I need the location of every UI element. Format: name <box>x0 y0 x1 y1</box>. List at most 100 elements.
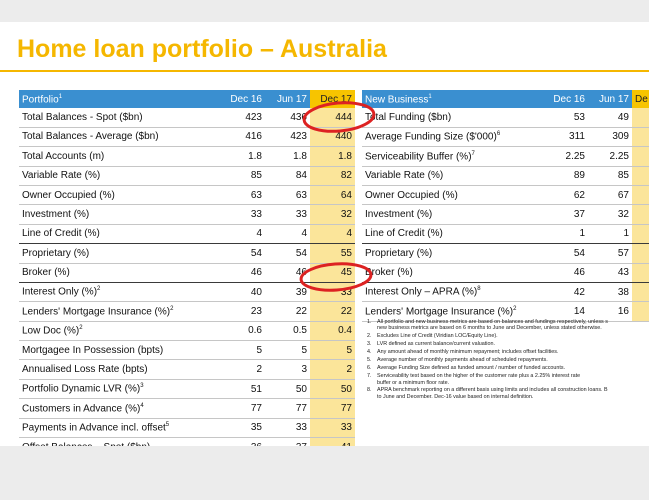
portfolio-value: 63 <box>265 185 310 206</box>
footnote-ref: 2 <box>79 325 83 332</box>
new_business-value: 43 <box>588 263 632 283</box>
portfolio-value: 423 <box>220 108 265 128</box>
footnotes: 1. All portfolio and new business metrics… <box>367 319 649 402</box>
footnote-line: buffer or a minimum floor rate. <box>377 379 450 386</box>
portfolio-value: 37 <box>265 437 310 446</box>
portfolio-row-label: Proprietary (%) <box>19 243 220 264</box>
new-business-header-row: New Business1 Dec 16 Jun 17 De <box>362 90 649 109</box>
row-label-text: Proprietary (%) <box>22 247 90 259</box>
new_business-value: 54 <box>543 243 588 264</box>
portfolio-row: Lenders' Mortgage Insurance (%)2 23 22 22 <box>19 301 355 322</box>
portfolio-value: 45 <box>310 263 355 283</box>
portfolio-value: 22 <box>310 301 355 322</box>
portfolio-value: 33 <box>265 204 310 225</box>
portfolio-row-label: Customers in Advance (%)4 <box>19 398 220 419</box>
portfolio-row: Owner Occupied (%) 63 63 64 <box>19 185 355 206</box>
footnote-number: 7. <box>367 373 372 380</box>
new_business-value <box>632 224 649 245</box>
portfolio-value: 39 <box>265 282 310 303</box>
portfolio-value: 50 <box>265 379 310 400</box>
portfolio-value: 46 <box>265 263 310 283</box>
row-label-text: Lenders' Mortgage Insurance (%) <box>22 306 171 318</box>
new_business-value: 1 <box>588 224 632 245</box>
row-label-text: Investment (%) <box>365 209 433 221</box>
portfolio-value: 4 <box>310 224 355 245</box>
footnote-ref: 8 <box>477 286 481 293</box>
footnote-item: 8. APRA benchmark reporting on a differen… <box>367 387 649 400</box>
row-label-text: Variable Rate (%) <box>365 170 444 182</box>
footnote-item: 4. Any amount ahead of monthly minimum re… <box>367 349 649 355</box>
new_business-value: 16 <box>588 301 632 322</box>
footnote-ref: 6 <box>496 131 501 138</box>
portfolio-row: Broker (%) 46 46 45 <box>19 263 355 283</box>
portfolio-row-label: Mortgagee In Possession (bpts) <box>19 340 220 361</box>
new_business-value: 49 <box>588 108 632 128</box>
footnote-ref: 2 <box>97 286 101 293</box>
row-label-text: Mortgagee In Possession (bpts) <box>22 344 164 356</box>
new_business-value: 14 <box>543 301 588 322</box>
new_business-value <box>632 301 649 322</box>
new_business-row-label: Line of Credit (%) <box>362 224 543 245</box>
new_business-value: 85 <box>588 166 632 186</box>
portfolio-value: 440 <box>310 127 355 148</box>
portfolio-value: 82 <box>310 166 355 186</box>
new_business-value <box>632 127 649 148</box>
portfolio-table: Portfolio1 Dec 16 Jun 17 Dec 17 Total Balan… <box>19 90 355 446</box>
footnote-line: to June and December. Dec-16 value based… <box>377 393 534 400</box>
portfolio-value: 84 <box>265 166 310 186</box>
new_business-header-2: Jun 17 <box>588 90 632 109</box>
row-label-text: Proprietary (%) <box>365 247 433 259</box>
new_business-value <box>632 166 649 186</box>
footnote-number: 6. <box>367 365 372 372</box>
footnote-line: All portfolio and new business metrics a… <box>377 319 608 325</box>
portfolio-value: 5 <box>310 340 355 361</box>
portfolio-value: 4 <box>265 224 310 245</box>
portfolio-value: 54 <box>220 243 265 264</box>
portfolio-value: 423 <box>265 127 310 148</box>
footnote-number: 2. <box>367 333 372 340</box>
portfolio-value: 77 <box>265 398 310 419</box>
new_business-row: Variable Rate (%) 89 85 <box>362 166 649 186</box>
portfolio-value: 40 <box>220 282 265 303</box>
portfolio-row-label: Low Doc (%)2 <box>19 321 220 342</box>
new_business-value: 62 <box>543 185 588 206</box>
new_business-row: Line of Credit (%) 1 1 <box>362 224 649 245</box>
portfolio-value: 1.8 <box>310 146 355 167</box>
portfolio-row-label: Variable Rate (%) <box>19 166 220 186</box>
new_business-value: 53 <box>543 108 588 128</box>
new_business-row-label: Investment (%) <box>362 204 543 225</box>
row-label-text: Broker (%) <box>22 267 70 279</box>
portfolio-value: 64 <box>310 185 355 206</box>
footnote-line: Average Funding Size defined as funded a… <box>377 365 566 372</box>
row-label-text: Variable Rate (%) <box>22 170 101 182</box>
new_business-value: 38 <box>588 282 632 303</box>
title-underline <box>0 70 649 72</box>
new_business-row-label: Proprietary (%) <box>362 243 543 264</box>
portfolio-value: 436 <box>265 108 310 128</box>
portfolio-row: Variable Rate (%) 85 84 82 <box>19 166 355 186</box>
portfolio-row: Offset Balances – Spot ($bn) 363741 <box>19 437 355 446</box>
footnote-line: Excludes Line of Credit (Viridian LOC/Eq… <box>377 333 498 340</box>
row-label-text: Interest Only – APRA (%) <box>365 286 478 298</box>
new_business-value: 57 <box>588 243 632 264</box>
new_business-value: 67 <box>588 185 632 206</box>
portfolio-value: 50 <box>310 379 355 400</box>
portfolio-value: 2 <box>220 359 265 380</box>
new_business-value: 309 <box>588 127 632 148</box>
new_business-row-label: Broker (%) <box>362 263 543 283</box>
portfolio-value: 77 <box>220 398 265 419</box>
new_business-row-label: Owner Occupied (%) <box>362 185 543 206</box>
portfolio-header-text: Dec 16 <box>230 93 262 105</box>
portfolio-value: 33 <box>220 204 265 225</box>
row-label-text: Line of Credit (%) <box>365 228 443 240</box>
slide-title: Home loan portfolio – Australia <box>17 35 387 63</box>
new_business-header-text: Jun 17 <box>598 93 629 105</box>
portfolio-row: Line of Credit (%) 4 4 4 <box>19 224 355 245</box>
footnote-item: 7. Serviceability test based on the highe… <box>367 373 649 386</box>
portfolio-value: 5 <box>220 340 265 361</box>
portfolio-row: Annualised Loss Rate (bpts) 2 3 2 <box>19 359 355 380</box>
new-business-table: New Business1 Dec 16 Jun 17 De Total Fundin… <box>362 90 649 322</box>
row-label-text: Low Doc (%) <box>22 325 80 337</box>
portfolio-value: 0.4 <box>310 321 355 342</box>
new_business-value: 89 <box>543 166 588 186</box>
